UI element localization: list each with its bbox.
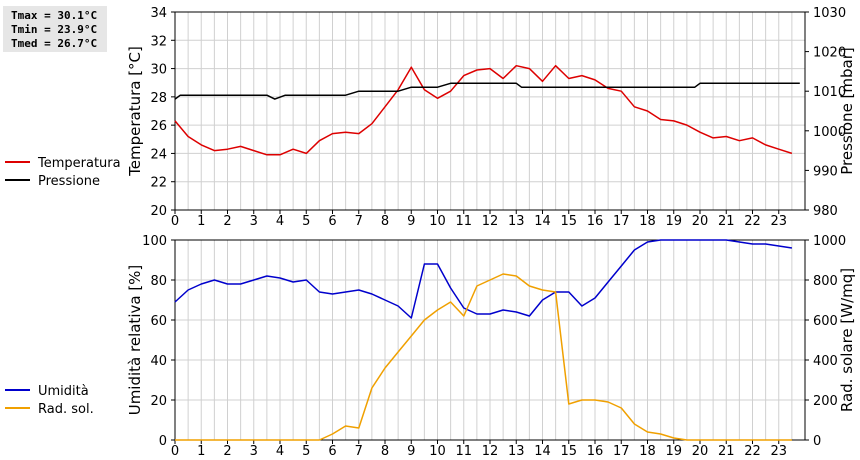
y-left-tick-label: 40 [150, 354, 167, 369]
x-tick-label: 8 [381, 444, 389, 459]
x-tick-label: 18 [639, 214, 656, 229]
y-right-tick-label: 1000 [813, 234, 846, 249]
x-tick-label: 8 [381, 214, 389, 229]
x-tick-label: 9 [407, 444, 415, 459]
x-tick-label: 2 [223, 214, 231, 229]
x-tick-label: 3 [250, 214, 258, 229]
x-tick-label: 22 [744, 444, 761, 459]
y-right-tick-label: 400 [813, 354, 838, 369]
x-tick-label: 0 [171, 214, 179, 229]
y-left-tick-label: 20 [150, 204, 167, 219]
y-left-tick-label: 0 [159, 434, 167, 449]
x-tick-label: 9 [407, 214, 415, 229]
y-left-tick-label: 20 [150, 394, 167, 409]
y-left-axis-label: Temperatura [°C] [126, 46, 144, 177]
x-tick-label: 6 [328, 214, 336, 229]
x-tick-label: 17 [613, 444, 630, 459]
y-right-tick-label: 0 [813, 434, 821, 449]
y-left-tick-label: 28 [150, 91, 167, 106]
x-tick-label: 19 [665, 444, 682, 459]
x-tick-label: 12 [482, 214, 499, 229]
x-tick-label: 23 [770, 214, 787, 229]
x-tick-label: 18 [639, 444, 656, 459]
x-tick-label: 20 [692, 214, 709, 229]
series-line-rad-sol- [175, 273, 792, 441]
x-tick-label: 11 [455, 444, 472, 459]
y-left-tick-label: 100 [142, 234, 167, 249]
x-tick-label: 7 [355, 444, 363, 459]
y-right-tick-label: 990 [813, 164, 838, 179]
x-tick-label: 16 [587, 214, 604, 229]
y-right-axis-label: Pressione [mbar] [838, 47, 856, 175]
x-tick-label: 10 [429, 214, 446, 229]
x-tick-label: 2 [223, 444, 231, 459]
y-right-tick-label: 800 [813, 274, 838, 289]
x-tick-label: 15 [560, 444, 577, 459]
y-left-tick-label: 34 [150, 6, 167, 21]
series-line-temperatura [174, 64, 793, 156]
y-left-axis-label: Umidità relativa [%] [126, 265, 144, 416]
x-tick-label: 13 [508, 444, 525, 459]
x-tick-label: 14 [534, 214, 551, 229]
x-tick-label: 10 [429, 444, 446, 459]
x-tick-label: 5 [302, 444, 310, 459]
legend-label: Rad. sol. [38, 402, 94, 417]
x-tick-label: 1 [197, 444, 205, 459]
x-tick-label: 4 [276, 444, 284, 459]
y-left-tick-label: 60 [150, 314, 167, 329]
x-tick-label: 15 [560, 214, 577, 229]
y-right-tick-label: 1010 [813, 85, 846, 100]
x-tick-label: 23 [770, 444, 787, 459]
x-tick-label: 3 [250, 444, 258, 459]
x-tick-label: 21 [718, 214, 735, 229]
series-line-umidit- [174, 239, 793, 319]
y-right-axis-label: Rad. solare [W/mq] [838, 268, 856, 412]
y-right-tick-label: 200 [813, 394, 838, 409]
stats-box: Tmax = 30.1°C Tmin = 23.9°C Tmed = 26.7°… [3, 6, 107, 52]
x-tick-label: 20 [692, 444, 709, 459]
y-left-tick-label: 22 [150, 176, 167, 191]
tmed-text: Tmed = 26.7°C [11, 37, 98, 50]
y-right-tick-label: 1000 [813, 125, 846, 140]
x-tick-label: 17 [613, 214, 630, 229]
series-line-pressione [174, 82, 800, 100]
x-tick-label: 5 [302, 214, 310, 229]
y-left-tick-label: 26 [150, 119, 167, 134]
tmin-text: Tmin = 23.9°C [11, 23, 98, 36]
y-right-tick-label: 1020 [813, 46, 846, 61]
x-tick-label: 22 [744, 214, 761, 229]
legend-label: Temperatura [37, 156, 121, 171]
x-tick-label: 0 [171, 444, 179, 459]
y-right-tick-label: 1030 [813, 6, 846, 21]
x-tick-label: 19 [665, 214, 682, 229]
x-tick-label: 6 [328, 444, 336, 459]
x-tick-label: 12 [482, 444, 499, 459]
y-left-tick-label: 32 [150, 34, 167, 49]
y-left-tick-label: 24 [150, 147, 167, 162]
x-tick-label: 7 [355, 214, 363, 229]
x-tick-label: 4 [276, 214, 284, 229]
y-left-tick-label: 30 [150, 63, 167, 78]
x-tick-label: 16 [587, 444, 604, 459]
x-tick-label: 14 [534, 444, 551, 459]
legend-label: Pressione [38, 174, 100, 189]
y-right-tick-label: 980 [813, 204, 838, 219]
y-left-tick-label: 80 [150, 274, 167, 289]
x-tick-label: 11 [455, 214, 472, 229]
x-tick-label: 13 [508, 214, 525, 229]
x-tick-label: 21 [718, 444, 735, 459]
x-tick-label: 1 [197, 214, 205, 229]
tmax-text: Tmax = 30.1°C [11, 9, 98, 22]
y-right-tick-label: 600 [813, 314, 838, 329]
legend-label: Umidità [38, 384, 89, 399]
